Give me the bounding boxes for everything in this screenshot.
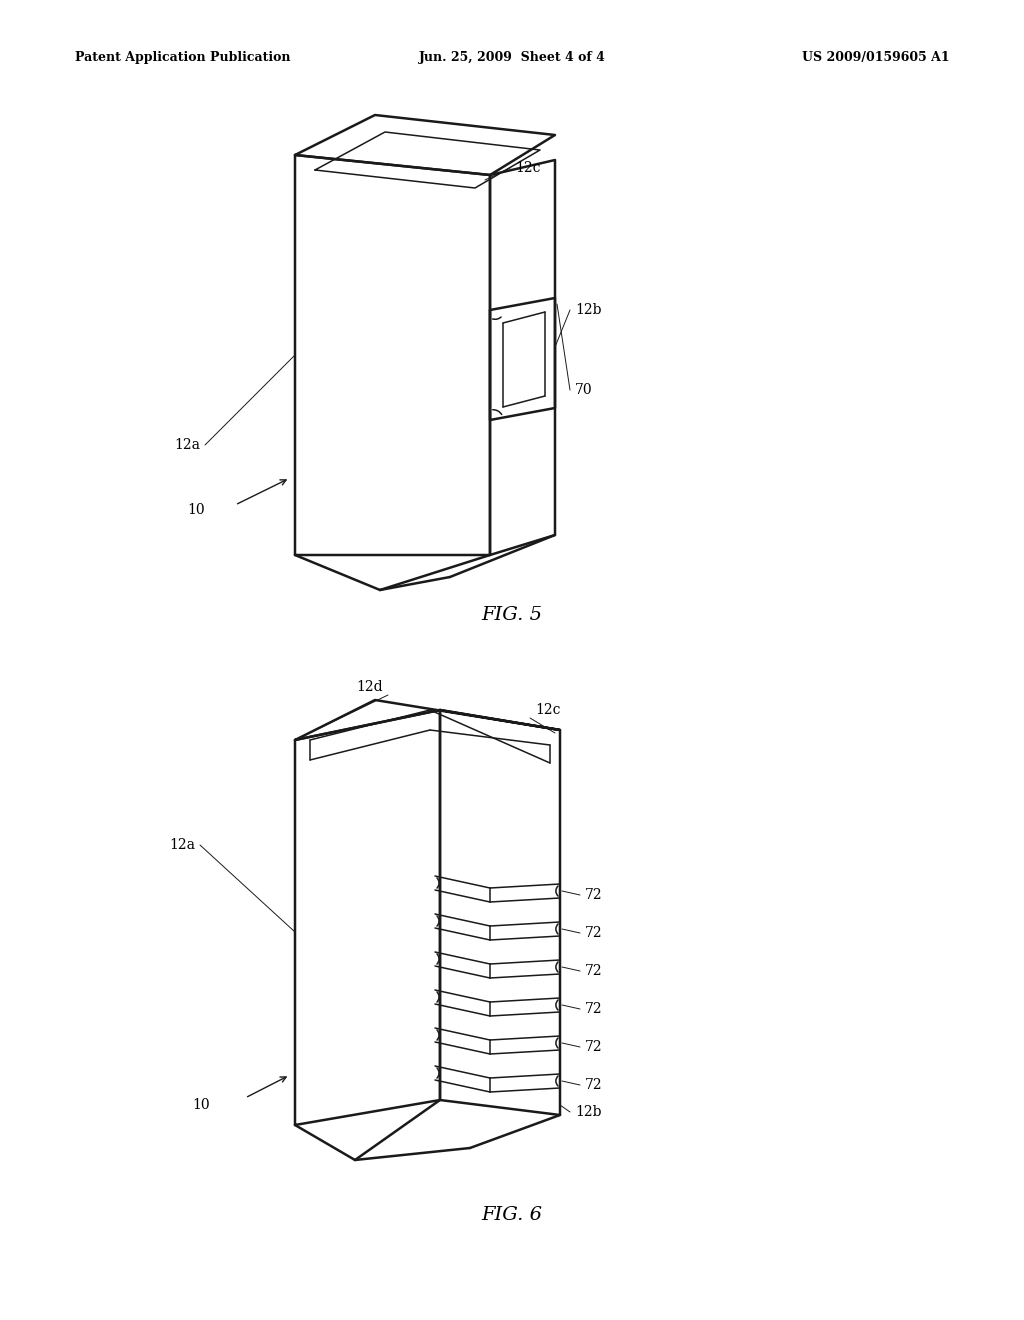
Text: FIG. 6: FIG. 6 <box>481 1206 543 1224</box>
Text: 10: 10 <box>187 503 205 517</box>
Text: 72: 72 <box>585 927 603 940</box>
Text: 12c: 12c <box>515 161 541 176</box>
Text: 12d: 12d <box>356 680 383 694</box>
Text: 72: 72 <box>585 888 603 902</box>
Text: 70: 70 <box>575 383 593 397</box>
Text: 72: 72 <box>585 964 603 978</box>
Text: 72: 72 <box>585 1040 603 1053</box>
Text: 12a: 12a <box>174 438 200 451</box>
Text: 72: 72 <box>585 1078 603 1092</box>
Text: 12b: 12b <box>575 1105 601 1119</box>
Text: 12b: 12b <box>575 304 601 317</box>
Text: 12c: 12c <box>535 704 560 717</box>
Text: Patent Application Publication: Patent Application Publication <box>75 51 291 65</box>
Text: US 2009/0159605 A1: US 2009/0159605 A1 <box>803 51 950 65</box>
Text: 12a: 12a <box>169 838 195 851</box>
Text: Jun. 25, 2009  Sheet 4 of 4: Jun. 25, 2009 Sheet 4 of 4 <box>419 51 605 65</box>
Text: 10: 10 <box>193 1098 210 1111</box>
Text: 72: 72 <box>585 1002 603 1016</box>
Text: FIG. 5: FIG. 5 <box>481 606 543 624</box>
